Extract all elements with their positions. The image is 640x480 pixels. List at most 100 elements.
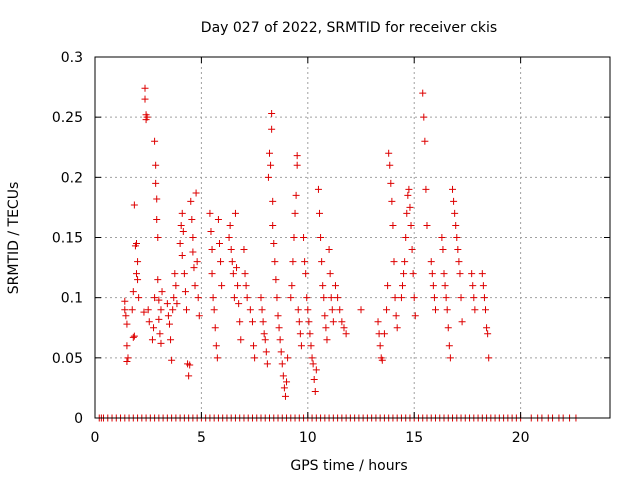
data-point	[428, 270, 436, 278]
data-point	[384, 282, 392, 290]
data-point	[450, 197, 458, 205]
data-point	[268, 110, 276, 118]
data-point	[236, 318, 244, 326]
data-point	[482, 306, 490, 314]
data-point	[386, 161, 394, 169]
data-point	[277, 348, 285, 356]
data-point	[172, 282, 180, 290]
chart-title: Day 027 of 2022, SRMTID for receiver cki…	[201, 20, 497, 36]
data-point	[242, 282, 250, 290]
data-point	[151, 137, 159, 145]
data-point	[169, 306, 177, 314]
data-point	[404, 191, 412, 199]
data-point	[194, 294, 202, 302]
data-point	[478, 270, 486, 278]
data-point	[134, 276, 142, 284]
data-point	[189, 248, 197, 256]
data-point	[123, 357, 131, 365]
data-point	[163, 300, 171, 308]
data-point	[165, 320, 173, 328]
data-point	[183, 306, 191, 314]
data-point	[278, 360, 286, 368]
data-point	[225, 234, 233, 241]
data-point	[309, 360, 317, 368]
data-point	[144, 306, 152, 314]
data-point	[177, 221, 185, 229]
data-point	[241, 270, 249, 278]
data-point	[250, 342, 258, 350]
data-point	[376, 342, 384, 350]
data-point	[192, 189, 200, 197]
data-point	[342, 330, 350, 338]
data-point	[130, 201, 138, 209]
data-point	[188, 215, 196, 223]
data-point	[273, 294, 281, 302]
data-point	[218, 282, 226, 290]
data-point	[129, 333, 137, 341]
data-point	[211, 324, 219, 332]
data-point	[483, 324, 491, 332]
data-point	[215, 240, 223, 248]
x-axis-ticks: 0 5 10 15 20	[91, 57, 530, 446]
data-point	[310, 375, 318, 383]
data-point	[405, 185, 413, 193]
data-point	[449, 185, 457, 193]
data-point	[306, 330, 314, 338]
data-point	[276, 336, 284, 344]
data-point	[388, 197, 396, 205]
data-point	[208, 270, 216, 278]
data-point	[479, 282, 487, 290]
data-point	[430, 294, 438, 302]
data-point	[240, 246, 248, 254]
data-point	[143, 113, 151, 121]
data-point	[157, 339, 165, 347]
y-tick-label: 0.2	[61, 170, 83, 186]
data-point	[152, 161, 160, 169]
data-point	[210, 306, 218, 314]
y-axis-ticks: 0 0.05 0.1 0.15 0.2 0.25 0.3	[52, 50, 610, 427]
data-point	[480, 294, 488, 302]
data-point	[212, 342, 220, 350]
data-point	[453, 234, 461, 241]
data-point	[271, 258, 279, 266]
data-point	[123, 320, 131, 328]
data-point	[178, 252, 186, 260]
data-point	[470, 294, 478, 302]
data-point	[158, 288, 166, 296]
data-point	[402, 234, 410, 241]
data-point	[407, 221, 415, 229]
data-point	[185, 372, 193, 380]
data-point	[257, 294, 265, 302]
data-point	[290, 234, 298, 241]
data-point	[319, 282, 327, 290]
data-point	[326, 270, 334, 278]
y-tick-label: 0.1	[61, 291, 83, 307]
data-point	[140, 308, 148, 316]
data-points	[95, 84, 580, 422]
data-point	[334, 294, 342, 302]
data-point	[230, 294, 238, 302]
data-point	[410, 294, 418, 302]
data-point	[207, 227, 215, 235]
x-tick-label: 0	[91, 430, 100, 446]
data-point	[291, 209, 299, 217]
data-point	[446, 354, 454, 362]
data-point	[261, 336, 269, 344]
data-point	[229, 270, 237, 278]
data-point	[208, 246, 216, 254]
data-point	[471, 306, 479, 314]
data-point	[328, 306, 336, 314]
data-point	[427, 258, 435, 266]
data-point	[135, 294, 143, 302]
data-point	[190, 264, 198, 272]
data-point	[307, 342, 315, 350]
data-point	[164, 312, 172, 320]
data-point	[455, 258, 463, 266]
data-point	[234, 282, 242, 290]
data-point	[393, 324, 401, 332]
data-point	[397, 294, 405, 302]
data-point	[233, 264, 241, 272]
data-point	[181, 288, 189, 296]
data-point	[423, 221, 431, 229]
